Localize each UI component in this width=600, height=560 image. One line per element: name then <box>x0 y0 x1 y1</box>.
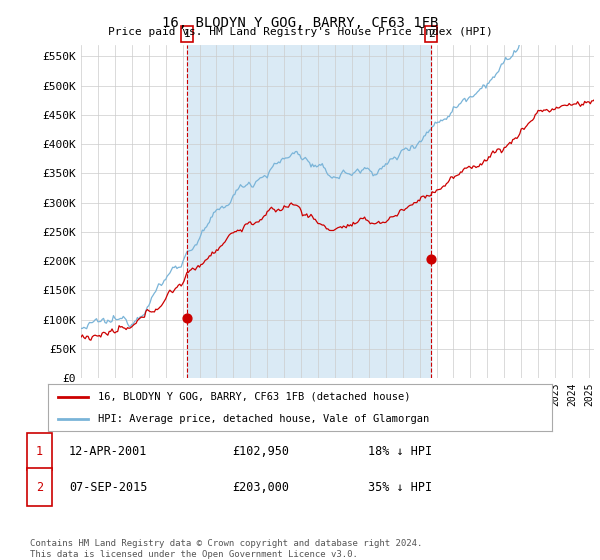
Bar <box>187 45 431 378</box>
Text: £102,950: £102,950 <box>232 445 289 458</box>
Text: 2: 2 <box>36 480 43 494</box>
Point <box>427 255 436 264</box>
Text: 12-APR-2001: 12-APR-2001 <box>69 445 147 458</box>
FancyBboxPatch shape <box>27 433 52 470</box>
Text: 16, BLODYN Y GOG, BARRY, CF63 1FB (detached house): 16, BLODYN Y GOG, BARRY, CF63 1FB (detac… <box>98 392 411 402</box>
Text: 07-SEP-2015: 07-SEP-2015 <box>69 480 147 494</box>
Text: Contains HM Land Registry data © Crown copyright and database right 2024.
This d: Contains HM Land Registry data © Crown c… <box>30 539 422 559</box>
Text: 1: 1 <box>36 445 43 458</box>
Text: Price paid vs. HM Land Registry's House Price Index (HPI): Price paid vs. HM Land Registry's House … <box>107 27 493 38</box>
Text: 1: 1 <box>184 29 191 39</box>
Text: 35% ↓ HPI: 35% ↓ HPI <box>368 480 432 494</box>
Text: £203,000: £203,000 <box>232 480 289 494</box>
FancyBboxPatch shape <box>27 468 52 506</box>
Text: 16, BLODYN Y GOG, BARRY, CF63 1FB: 16, BLODYN Y GOG, BARRY, CF63 1FB <box>162 16 438 30</box>
Point <box>182 314 192 323</box>
Text: HPI: Average price, detached house, Vale of Glamorgan: HPI: Average price, detached house, Vale… <box>98 414 430 424</box>
Text: 2: 2 <box>428 29 434 39</box>
Text: 18% ↓ HPI: 18% ↓ HPI <box>368 445 432 458</box>
